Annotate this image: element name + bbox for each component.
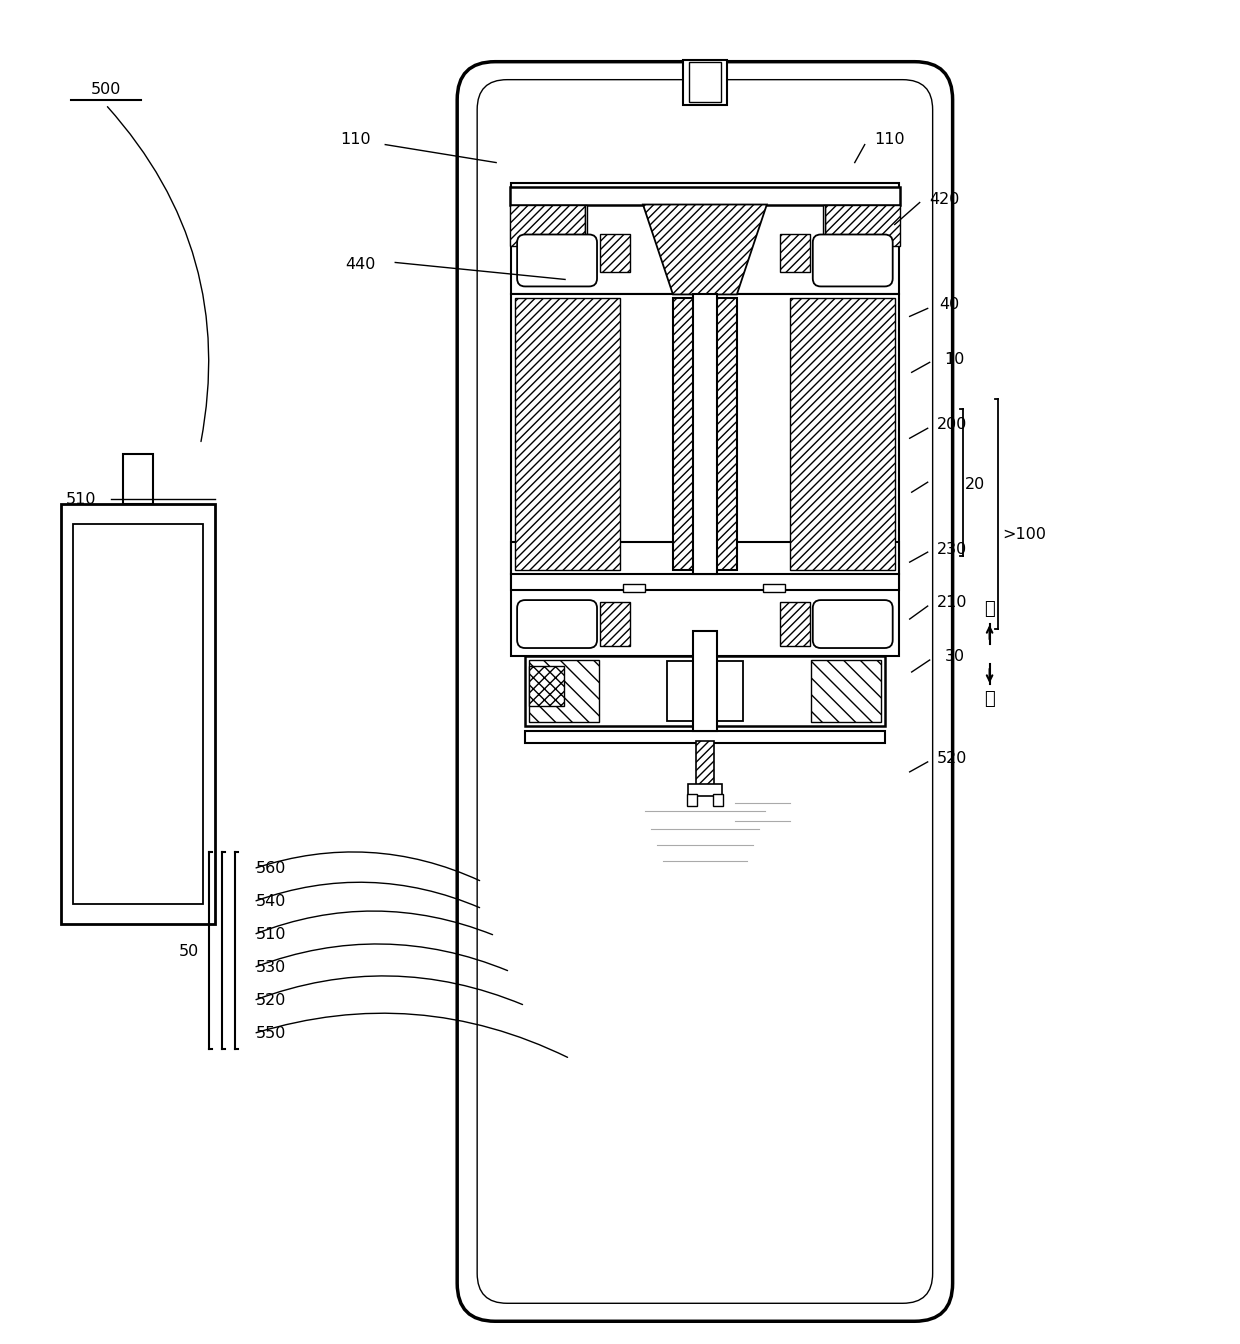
- Text: 510: 510: [66, 492, 95, 507]
- Text: 420: 420: [930, 192, 960, 207]
- Text: 550: 550: [255, 1025, 285, 1042]
- Bar: [763, 585, 785, 593]
- Text: 510: 510: [255, 927, 286, 942]
- Text: 560: 560: [255, 862, 285, 876]
- Text: 50: 50: [179, 945, 198, 960]
- Bar: [780, 602, 810, 646]
- Bar: [696, 741, 714, 790]
- Bar: [790, 298, 895, 570]
- Bar: [73, 524, 203, 903]
- Text: 40: 40: [940, 297, 960, 312]
- Bar: [693, 294, 717, 574]
- Bar: [123, 454, 153, 504]
- Bar: [511, 183, 899, 294]
- Bar: [693, 632, 717, 731]
- Text: 210: 210: [936, 594, 967, 610]
- Bar: [688, 784, 722, 796]
- Text: 下: 下: [985, 689, 994, 708]
- Text: 30: 30: [945, 649, 965, 664]
- Polygon shape: [811, 660, 880, 722]
- FancyBboxPatch shape: [517, 234, 596, 286]
- Text: 500: 500: [91, 82, 120, 97]
- FancyBboxPatch shape: [812, 234, 893, 286]
- FancyBboxPatch shape: [517, 599, 596, 648]
- Text: 110: 110: [340, 132, 371, 146]
- Text: 520: 520: [936, 751, 967, 766]
- FancyBboxPatch shape: [812, 599, 893, 648]
- Bar: [600, 602, 630, 646]
- Text: 230: 230: [936, 542, 967, 556]
- Bar: [687, 794, 697, 806]
- Bar: [600, 234, 630, 273]
- Text: >100: >100: [1003, 527, 1047, 542]
- Text: 520: 520: [255, 993, 285, 1008]
- Bar: [525, 656, 884, 726]
- Text: 110: 110: [874, 132, 905, 146]
- Bar: [667, 661, 743, 720]
- Bar: [515, 298, 620, 570]
- Polygon shape: [820, 204, 825, 246]
- Bar: [61, 504, 216, 923]
- Text: 540: 540: [255, 894, 285, 910]
- Text: 10: 10: [945, 352, 965, 367]
- Bar: [525, 731, 884, 743]
- Bar: [713, 794, 723, 806]
- Bar: [510, 187, 900, 204]
- Bar: [825, 204, 900, 246]
- Text: 20: 20: [965, 477, 985, 492]
- Text: 200: 200: [936, 417, 967, 431]
- Bar: [622, 585, 645, 593]
- Polygon shape: [529, 667, 564, 706]
- Bar: [511, 294, 899, 574]
- Text: 440: 440: [345, 257, 376, 271]
- Polygon shape: [529, 660, 599, 722]
- Bar: [511, 574, 899, 590]
- Polygon shape: [585, 204, 590, 246]
- Bar: [780, 234, 810, 273]
- Bar: [683, 59, 727, 105]
- Polygon shape: [644, 204, 766, 294]
- FancyBboxPatch shape: [458, 62, 952, 1321]
- Bar: [511, 542, 899, 656]
- Text: 上: 上: [985, 599, 994, 618]
- Bar: [689, 62, 720, 102]
- Bar: [510, 204, 585, 246]
- Text: 530: 530: [255, 960, 285, 976]
- Bar: [673, 298, 737, 570]
